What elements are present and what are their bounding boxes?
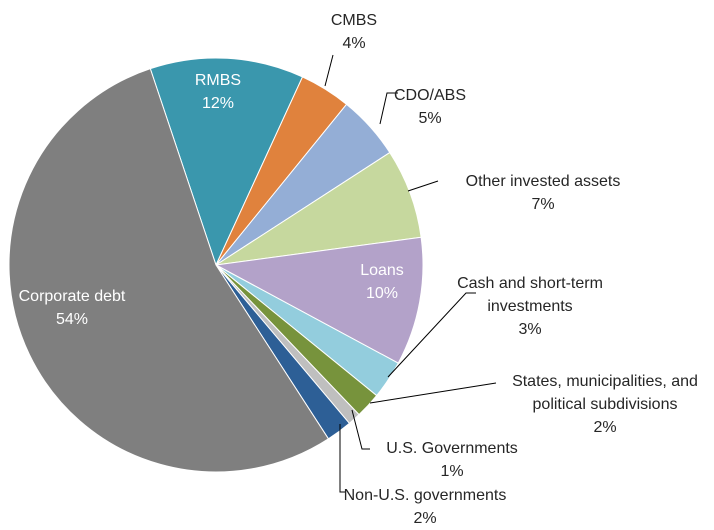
slice-label: Cash and short-term investments 3%	[445, 272, 615, 341]
category-label: CDO/ABS	[393, 87, 466, 104]
leader-line	[379, 92, 398, 125]
leader-line	[407, 180, 439, 192]
slice-label: States, municipalities, and political su…	[509, 370, 701, 439]
value-label: 2%	[413, 510, 437, 527]
value-label: 7%	[531, 196, 555, 213]
value-label: 3%	[518, 321, 542, 338]
pie-slice	[149, 57, 304, 267]
category-label: Corporate debt	[18, 288, 126, 305]
category-label: Loans	[360, 262, 404, 279]
category-label: U.S. Governments	[386, 440, 518, 457]
category-label: Non-U.S. governments	[343, 487, 507, 504]
slice-label: CDO/ABS 5%	[370, 84, 490, 130]
value-label: 54%	[55, 311, 89, 328]
value-label: 1%	[440, 463, 464, 480]
leader-line	[339, 424, 346, 493]
value-label: 5%	[418, 110, 442, 127]
slice-label: Loans 10%	[332, 259, 432, 305]
slice-label: RMBS 12%	[158, 69, 278, 115]
value-label: 12%	[201, 95, 235, 112]
leader-line	[387, 292, 476, 378]
slice-label: Non-U.S. governments 2%	[305, 484, 545, 530]
slice-label: Other invested assets 7%	[423, 170, 663, 216]
value-label: 10%	[365, 285, 399, 302]
slice-label: CMBS 4%	[304, 9, 404, 55]
slices	[8, 57, 424, 473]
value-label: 2%	[593, 419, 617, 436]
slice-label: Corporate debt 54%	[0, 285, 162, 331]
category-label: CMBS	[330, 12, 378, 29]
leader-lines	[324, 54, 497, 493]
category-label: RMBS	[194, 72, 242, 89]
slice-label: U.S. Governments 1%	[352, 437, 552, 483]
category-label: Other invested assets	[465, 173, 621, 190]
pie-slice	[8, 68, 330, 473]
leader-line	[369, 382, 497, 404]
leader-line	[324, 54, 334, 87]
pie-slice	[214, 236, 424, 364]
leader-line	[351, 409, 370, 450]
value-label: 4%	[342, 35, 366, 52]
category-label: Cash and short-term investments	[457, 275, 603, 315]
category-label: States, municipalities, and political su…	[512, 373, 698, 413]
